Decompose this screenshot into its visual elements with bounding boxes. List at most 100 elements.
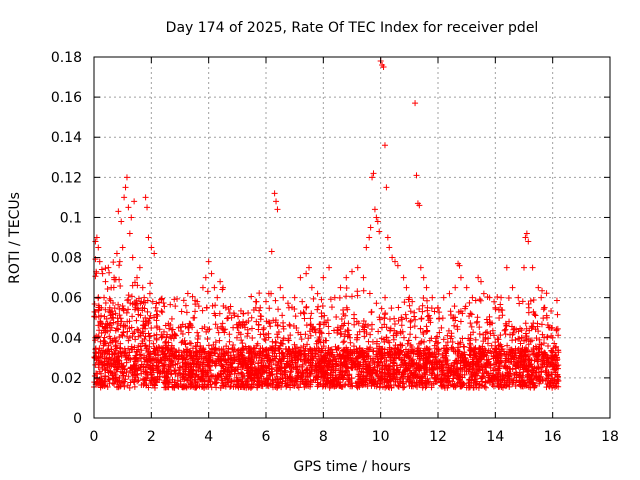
- data-point: [429, 294, 436, 301]
- data-point: [106, 308, 113, 315]
- data-point: [507, 370, 514, 377]
- data-point: [507, 346, 514, 353]
- data-point: [278, 367, 285, 374]
- data-point: [233, 355, 240, 362]
- data-point: [103, 364, 110, 371]
- data-point: [312, 329, 319, 336]
- data-point: [381, 346, 388, 353]
- data-point: [535, 345, 542, 352]
- data-point: [108, 308, 115, 315]
- data-point: [128, 343, 135, 350]
- data-point: [328, 304, 335, 311]
- data-point: [465, 361, 472, 368]
- data-point: [528, 379, 535, 386]
- data-point: [359, 350, 366, 357]
- data-point: [220, 302, 227, 309]
- data-point: [486, 378, 493, 385]
- data-point: [226, 369, 233, 376]
- data-point: [153, 323, 160, 330]
- data-point: [533, 335, 540, 342]
- x-tick-label: 12: [429, 429, 447, 445]
- x-tick-label: 14: [486, 429, 504, 445]
- data-point: [115, 384, 122, 391]
- data-point: [474, 314, 481, 321]
- data-point: [120, 372, 127, 379]
- data-point: [249, 348, 256, 355]
- data-point: [302, 331, 309, 338]
- data-point: [407, 308, 414, 315]
- data-point: [521, 264, 527, 271]
- data-point: [555, 378, 562, 385]
- data-point: [201, 369, 208, 376]
- data-point: [125, 204, 132, 211]
- data-point: [485, 358, 492, 365]
- data-point: [141, 342, 148, 349]
- data-point: [358, 368, 365, 375]
- data-point: [135, 333, 142, 340]
- data-point: [189, 357, 196, 364]
- data-point: [541, 334, 548, 341]
- data-point: [231, 346, 238, 353]
- data-point: [263, 298, 269, 305]
- data-point: [286, 374, 293, 381]
- data-point: [376, 384, 383, 391]
- data-point: [244, 375, 251, 382]
- data-point: [470, 345, 477, 352]
- data-point: [348, 359, 355, 366]
- data-point: [473, 319, 480, 326]
- data-point: [291, 294, 298, 301]
- data-point: [178, 339, 185, 346]
- data-point: [168, 344, 175, 351]
- data-point: [148, 244, 155, 251]
- data-point: [495, 306, 502, 313]
- data-point: [112, 347, 119, 354]
- data-point: [503, 357, 510, 364]
- data-point: [234, 366, 241, 373]
- data-point: [257, 364, 264, 371]
- data-point: [117, 348, 124, 355]
- data-point: [381, 315, 388, 322]
- data-point: [119, 364, 126, 371]
- data-point: [517, 353, 524, 360]
- data-point: [406, 376, 413, 383]
- data-point: [209, 302, 216, 309]
- data-point: [337, 362, 344, 369]
- data-point: [345, 320, 352, 327]
- data-point: [367, 331, 374, 338]
- data-point: [137, 332, 144, 339]
- data-point: [499, 371, 506, 378]
- data-point: [448, 367, 455, 374]
- data-point: [384, 349, 391, 356]
- data-point: [168, 326, 175, 333]
- data-point: [356, 371, 363, 378]
- data-point: [223, 361, 230, 368]
- data-point: [539, 287, 546, 294]
- data-point: [428, 366, 435, 373]
- data-point: [324, 360, 331, 367]
- data-point: [167, 371, 174, 378]
- data-point: [459, 382, 466, 389]
- data-point: [404, 340, 411, 347]
- data-point: [374, 381, 381, 388]
- data-point: [307, 362, 314, 369]
- data-point: [530, 308, 537, 315]
- data-point: [391, 360, 398, 367]
- data-point: [115, 318, 122, 325]
- data-point: [168, 335, 175, 342]
- data-point: [486, 362, 493, 369]
- data-point: [308, 310, 315, 317]
- data-point: [394, 382, 401, 389]
- data-point: [459, 366, 466, 373]
- data-point: [373, 214, 380, 221]
- data-point: [196, 363, 203, 370]
- data-point: [181, 355, 188, 362]
- data-point: [347, 339, 354, 346]
- data-point: [428, 372, 435, 379]
- data-point: [316, 359, 323, 366]
- data-point: [525, 341, 532, 348]
- data-point: [482, 336, 489, 343]
- data-point: [390, 381, 397, 388]
- data-point: [217, 370, 224, 377]
- data-point: [451, 303, 458, 310]
- data-point: [501, 327, 508, 334]
